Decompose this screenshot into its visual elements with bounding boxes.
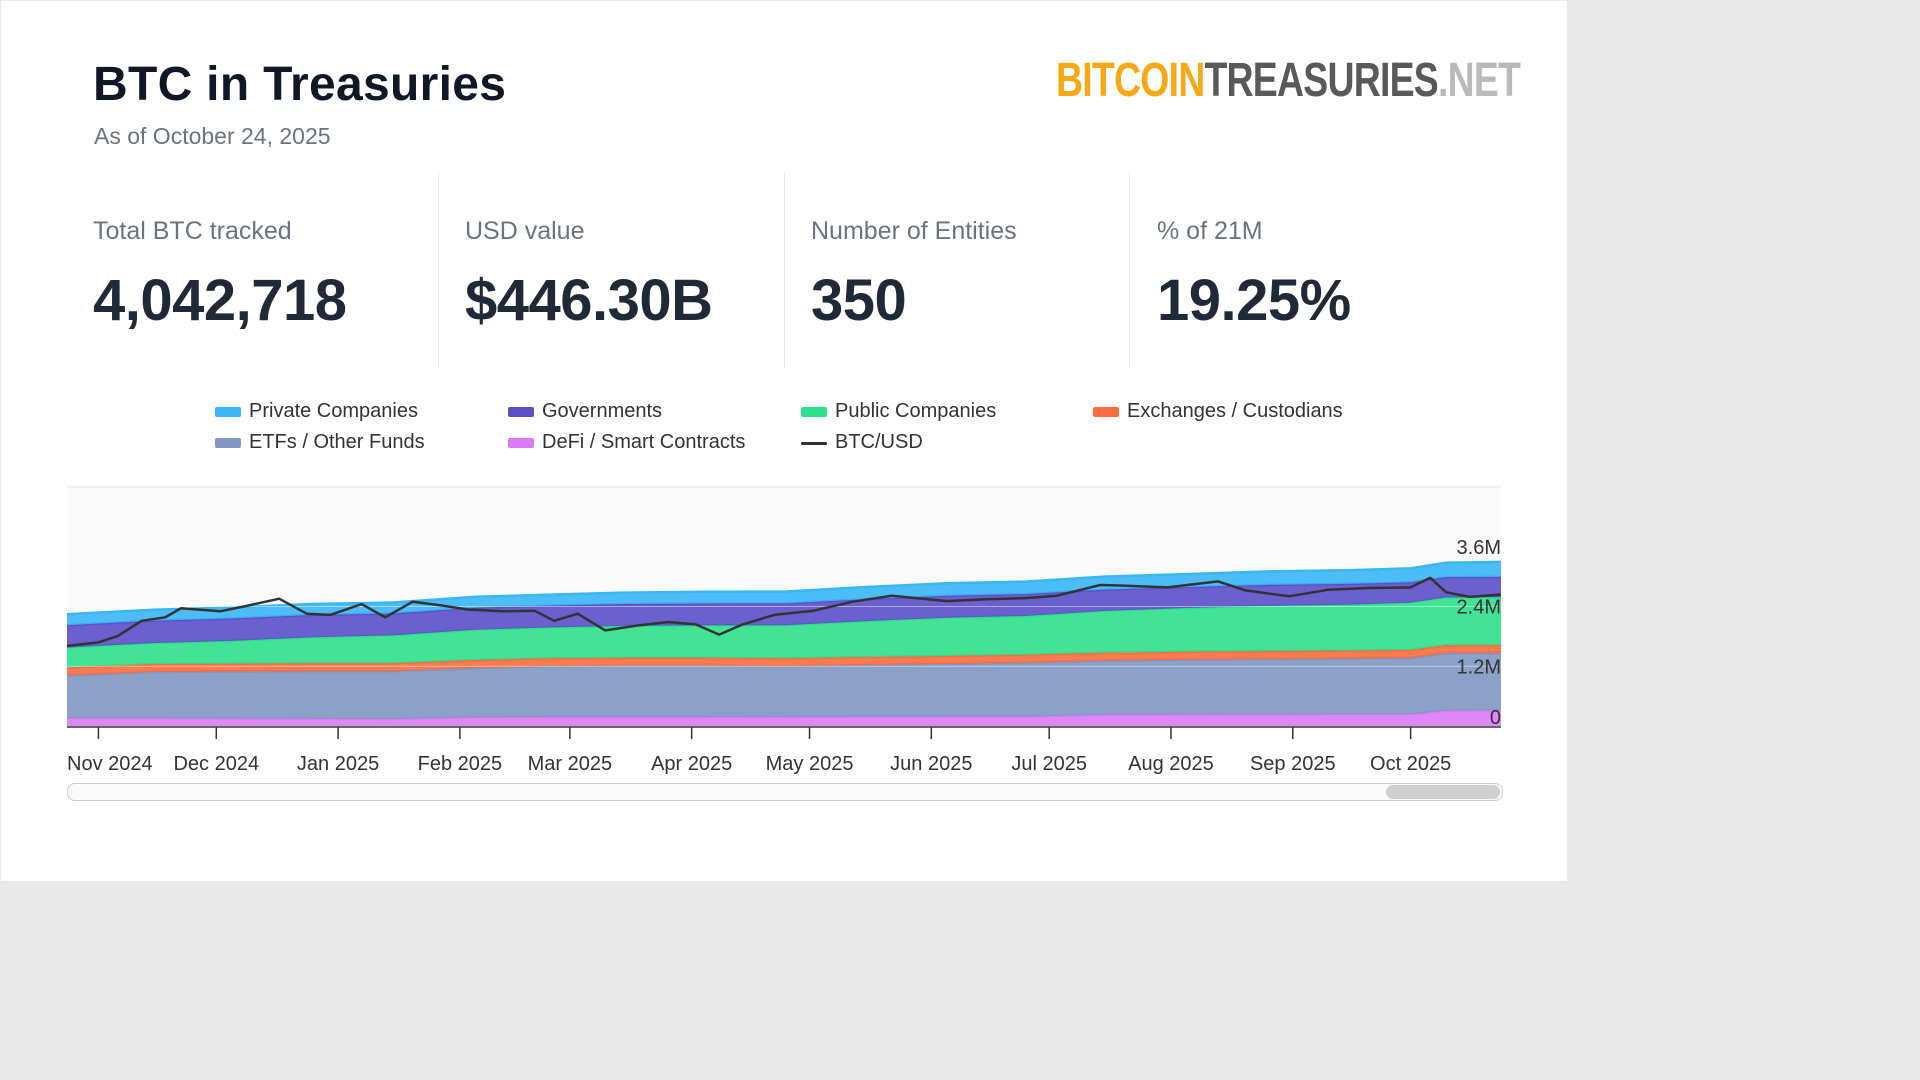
y-tick-label: 2.4M: [1457, 597, 1501, 619]
legend-label: Exchanges / Custodians: [1127, 400, 1343, 422]
area-etfs-other-funds: [67, 653, 1501, 719]
stat-label: Total BTC tracked: [93, 217, 292, 245]
area-public-companies: [67, 597, 1501, 668]
area-private-companies: [67, 561, 1501, 626]
btc-usd-line: [66, 576, 1502, 648]
legend-label: DeFi / Smart Contracts: [542, 431, 746, 453]
stat-divider: [1129, 173, 1130, 368]
bitcointreasuries-logo[interactable]: BITCOINTREASURIES.NET: [1056, 54, 1521, 107]
stat-label: USD value: [465, 217, 585, 245]
chart-card: BTC in Treasuries As of October 24, 2025…: [1, 1, 1567, 881]
legend-swatch: [508, 438, 534, 448]
legend-swatch: [801, 407, 827, 417]
legend-label: Public Companies: [835, 400, 997, 422]
as-of-date: As of October 24, 2025: [94, 123, 331, 149]
stat-divider: [784, 173, 785, 368]
legend-label: BTC/USD: [835, 431, 923, 453]
stat-value: 4,042,718: [93, 268, 347, 333]
x-tick-label: Mar 2025: [528, 753, 613, 775]
stat-label: Number of Entities: [811, 217, 1017, 245]
x-tick-label: Dec 2024: [173, 753, 259, 775]
y-tick-label: 1.2M: [1457, 656, 1501, 678]
area-edge-private-companies: [66, 560, 1502, 616]
stat-divider: [438, 173, 439, 368]
legend-swatch: [508, 407, 534, 417]
x-tick-label: Nov 2024: [67, 753, 153, 775]
legend-swatch: [215, 407, 241, 417]
x-tick-label: Apr 2025: [651, 753, 732, 775]
legend-swatch: [215, 438, 241, 448]
legend-label: ETFs / Other Funds: [249, 431, 425, 453]
legend-swatch: [1093, 407, 1119, 417]
legend-label: Governments: [542, 400, 663, 422]
treasury-area-chart[interactable]: 0 1.2M 2.4M 3.6M Nov 2024 Dec 2024 Jan 2025 Feb…: [1, 1, 1567, 801]
chart-scrollbar[interactable]: [67, 783, 1503, 801]
x-tick-label: Oct 2025: [1370, 753, 1451, 775]
legend-label: Private Companies: [249, 400, 418, 422]
x-tick-label: Jun 2025: [890, 753, 972, 775]
x-tick-label: Sep 2025: [1250, 753, 1336, 775]
x-tick-label: Jan 2025: [297, 753, 379, 775]
legend-swatch: [801, 442, 827, 445]
page-title: BTC in Treasuries: [93, 58, 507, 111]
x-tick-label: May 2025: [766, 753, 854, 775]
x-tick-label: Aug 2025: [1128, 753, 1214, 775]
stat-value: 19.25%: [1157, 268, 1351, 333]
y-tick-label: 3.6M: [1457, 537, 1501, 559]
stat-value: $446.30B: [465, 268, 713, 333]
x-tick-label: Jul 2025: [1011, 753, 1087, 775]
x-tick-label: Feb 2025: [418, 753, 503, 775]
area-governments: [67, 576, 1501, 648]
stat-value: 350: [811, 268, 907, 333]
chart-scrollbar-thumb[interactable]: [1386, 785, 1500, 799]
stat-label: % of 21M: [1157, 217, 1263, 245]
y-tick-label: 0: [1490, 707, 1501, 729]
